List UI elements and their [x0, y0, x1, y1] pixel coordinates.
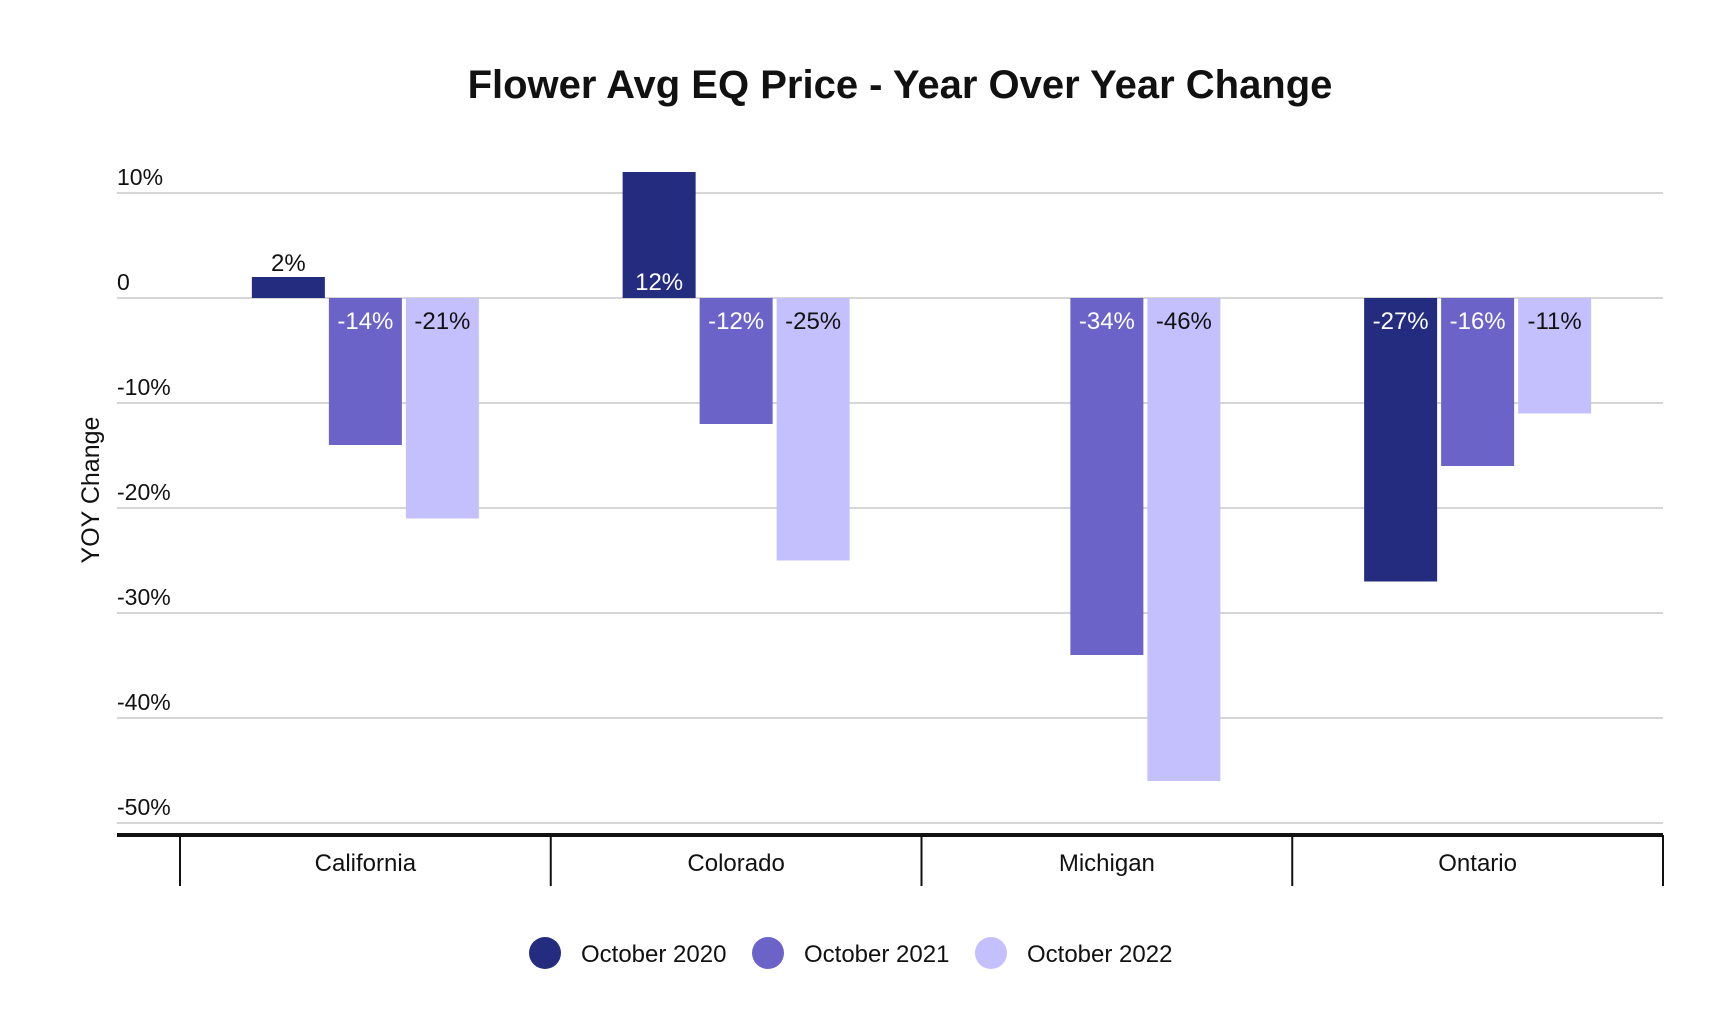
category-label: Ontario — [1438, 850, 1517, 877]
bar — [1441, 298, 1515, 466]
y-axis-label: YOY Change — [77, 417, 105, 564]
legend-label: October 2020 — [581, 941, 726, 968]
category-label: Colorado — [687, 850, 784, 877]
bar — [251, 277, 325, 298]
data-label: 12% — [635, 269, 683, 296]
legend: October 2020 October 2021 October 2022 — [529, 937, 1172, 969]
category-label: Michigan — [1059, 850, 1155, 877]
y-tick-label: -40% — [117, 689, 171, 715]
y-tick-label: -50% — [117, 794, 171, 820]
bar — [699, 298, 773, 424]
legend-label: October 2021 — [804, 941, 949, 968]
chart-title: Flower Avg EQ Price - Year Over Year Cha… — [468, 63, 1333, 107]
bar — [622, 172, 696, 298]
y-tick-label: 10% — [117, 164, 163, 190]
data-label: 2% — [271, 250, 306, 277]
legend-label: October 2022 — [1027, 941, 1172, 968]
bar — [776, 298, 850, 561]
legend-item: October 2020 — [529, 937, 726, 969]
data-label: -16% — [1450, 308, 1506, 335]
y-tick-label: -20% — [117, 479, 171, 505]
category-label: California — [315, 850, 417, 877]
bar — [328, 298, 402, 445]
data-label: -12% — [708, 308, 764, 335]
data-label: -21% — [414, 308, 470, 335]
data-label: -14% — [337, 308, 393, 335]
legend-swatch — [975, 937, 1007, 969]
y-axis-ticks: 10% 0 -10% -20% -30% -40% -50% — [117, 164, 171, 820]
bar — [1070, 298, 1144, 655]
data-label: -27% — [1373, 308, 1429, 335]
y-tick-label: -10% — [117, 374, 171, 400]
data-labels: 2% -14% -21% 12% -12% -25% -34% -46% -27% -16% -11… — [271, 250, 1582, 335]
legend-item: October 2022 — [975, 937, 1172, 969]
data-label: -11% — [1528, 308, 1582, 335]
data-label: -34% — [1079, 308, 1135, 335]
legend-item: October 2021 — [752, 937, 949, 969]
data-label: -46% — [1156, 308, 1212, 335]
y-tick-label: 0 — [117, 269, 130, 295]
bar — [1147, 298, 1221, 781]
bar — [1364, 298, 1438, 582]
y-tick-label: -30% — [117, 584, 171, 610]
data-label: -25% — [785, 308, 841, 335]
bar — [1518, 298, 1592, 414]
bars — [251, 172, 1592, 781]
legend-swatch — [752, 937, 784, 969]
legend-swatch — [529, 937, 561, 969]
x-axis: California Colorado Michigan Ontario — [117, 833, 1664, 886]
bar — [405, 298, 479, 519]
